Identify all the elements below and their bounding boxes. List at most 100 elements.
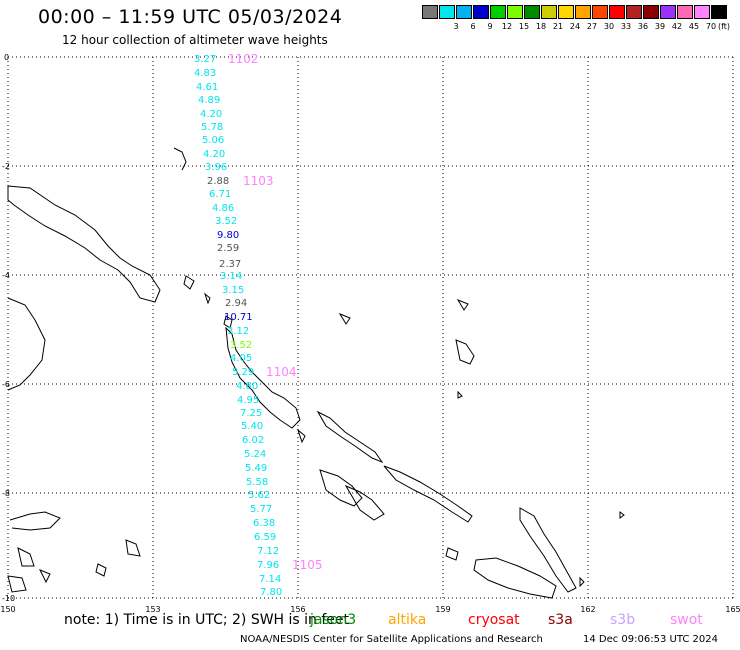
- wave-height-value: 2.37: [219, 259, 241, 270]
- coastline-choiseul: [316, 410, 384, 464]
- legend-label: 9: [487, 22, 493, 31]
- wave-height-value: 5.06: [202, 135, 224, 146]
- wave-height-value: 10.71: [224, 312, 253, 323]
- legend-swatch: [677, 5, 693, 19]
- coastline-islet: [38, 569, 51, 584]
- wave-height-value: 4.89: [198, 95, 220, 106]
- track-id-label: 1104: [266, 365, 297, 379]
- track-id-label: 1102: [228, 52, 259, 66]
- satellite-name: cryosat: [468, 612, 520, 628]
- track-id-label: 1103: [243, 174, 274, 188]
- wave-height-value: 4.83: [194, 68, 216, 79]
- satellite-name: jason3: [310, 612, 357, 628]
- y-tick-label: -8: [2, 489, 10, 498]
- legend-swatch: [711, 5, 727, 19]
- legend-swatch: [626, 5, 642, 19]
- wave-height-value: 7.96: [257, 560, 279, 571]
- footer-note: note: 1) Time is in UTC; 2) SWH is in fe…: [64, 612, 350, 628]
- wave-height-value: 5.40: [241, 421, 263, 432]
- legend-label: 70: [705, 22, 717, 31]
- wave-height-value: 5.49: [245, 463, 267, 474]
- legend-label: 12: [501, 22, 513, 31]
- wave-height-value: 2.59: [217, 243, 239, 254]
- wave-height-value: 5.62: [248, 490, 270, 501]
- wave-height-value: 3.52: [230, 340, 252, 351]
- wave-height-value: 4.61: [196, 82, 218, 93]
- wave-height-value: 7.25: [240, 408, 262, 419]
- legend-swatch: [439, 5, 455, 19]
- wave-height-value: 4.20: [203, 149, 225, 160]
- wave-height-value: 5.77: [250, 504, 272, 515]
- x-tick-label: 165: [725, 605, 740, 614]
- legend-label: 36: [637, 22, 649, 31]
- coastline-bougainville: [225, 326, 301, 429]
- coastline-islet: [457, 390, 463, 399]
- wave-height-value: 6.71: [209, 189, 231, 200]
- wave-height-value: 3.12: [227, 326, 249, 337]
- wave-observations: 3.27 4.83 4.61 4.89 4.20 5.78 5.06 4.20 3.96 2.88…: [194, 54, 282, 598]
- legend-label: 27: [586, 22, 598, 31]
- legend-label: 33: [620, 22, 632, 31]
- satellite-name: s3a: [548, 612, 573, 628]
- map-subtitle: 12 hour collection of altimeter wave hei…: [62, 33, 328, 47]
- legend-swatch: [422, 5, 438, 19]
- wave-height-value: 3.27: [194, 54, 216, 65]
- wave-height-value: 4.05: [230, 353, 252, 364]
- legend-swatch: [541, 5, 557, 19]
- map-title: 00:00 – 11:59 UTC 05/03/2024: [38, 6, 343, 28]
- coastlines: [7, 147, 625, 599]
- coastline-shortland: [296, 428, 306, 444]
- coastline-ontong-java: [455, 339, 475, 365]
- wave-height-value: 6.59: [254, 532, 276, 543]
- coastline-buka: [223, 315, 233, 329]
- color-legend: 3 6 9 12 15 18 21 24 27 30 33 36 39 42 45 70 (ft): [422, 5, 730, 39]
- coastline-islet: [456, 298, 469, 311]
- legend-label: 30: [603, 22, 615, 31]
- y-tick-label: -10: [2, 594, 15, 603]
- x-tick-label: 153: [145, 605, 160, 614]
- wave-height-value: 3.52: [215, 216, 237, 227]
- coastline-trobriand-2: [17, 547, 35, 567]
- legend-swatch: [643, 5, 659, 19]
- coastline-new-ireland: [173, 147, 187, 171]
- coastline-woodlark: [125, 539, 141, 557]
- wave-height-value: 4.95: [237, 395, 259, 406]
- coastline-islet: [183, 275, 195, 290]
- legend-label: 42: [671, 22, 683, 31]
- x-tick-label: 162: [580, 605, 595, 614]
- track-id-label: 1105: [292, 558, 323, 572]
- wave-height-value: 2.88: [207, 176, 229, 187]
- x-tick-label: 159: [435, 605, 450, 614]
- legend-label: 18: [535, 22, 547, 31]
- satellite-name: altika: [388, 612, 427, 628]
- wave-height-value: 9.80: [217, 230, 239, 241]
- wave-height-value: 5.24: [244, 449, 266, 460]
- coastline-guadalcanal: [473, 557, 557, 599]
- wave-height-value: 5.78: [201, 122, 223, 133]
- legend-swatch: [456, 5, 472, 19]
- legend-swatch: [694, 5, 710, 19]
- legend-swatch: [660, 5, 676, 19]
- legend-label: 24: [569, 22, 581, 31]
- legend-swatch: [473, 5, 489, 19]
- legend-swatch: [507, 5, 523, 19]
- wave-height-value: 4.20: [200, 109, 222, 120]
- legend-swatch: [609, 5, 625, 19]
- coastline-new-britain: [7, 185, 161, 303]
- coastline-islet: [338, 312, 351, 325]
- legend-swatch: [558, 5, 574, 19]
- wave-height-value: 7.80: [260, 587, 282, 598]
- generation-timestamp: 14 Dec 09:06:53 UTC 2024: [583, 634, 718, 645]
- coastline-new-georgia-2: [344, 484, 385, 521]
- coastline-trobriand: [9, 511, 61, 531]
- coastline-islet: [7, 575, 27, 593]
- legend-swatch: [524, 5, 540, 19]
- x-tick-label: 156: [290, 605, 305, 614]
- legend-swatch: [592, 5, 608, 19]
- credit-line: NOAA/NESDIS Center for Satellite Applica…: [240, 634, 543, 645]
- y-tick-label: -6: [2, 380, 10, 389]
- legend-label: 21: [552, 22, 564, 31]
- coastline-malaita: [519, 507, 577, 593]
- wave-height-value: 4.80: [236, 381, 258, 392]
